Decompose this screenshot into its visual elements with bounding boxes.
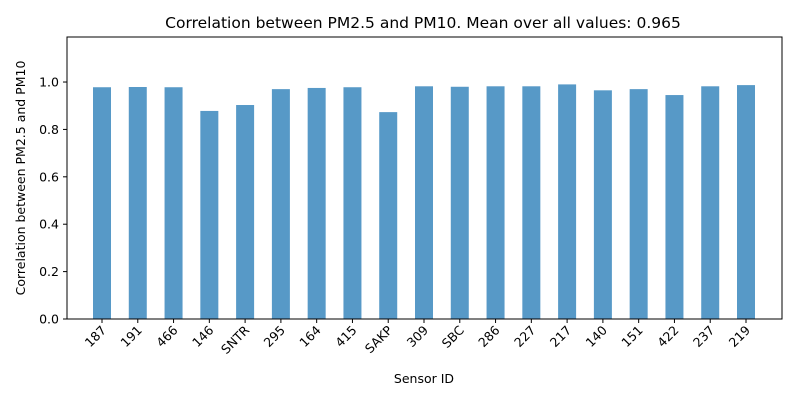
bar-286 bbox=[486, 86, 505, 319]
x-tick-label: 164 bbox=[296, 322, 324, 350]
bar-164 bbox=[307, 87, 326, 319]
x-tick-label: 217 bbox=[547, 323, 574, 350]
x-tick-label: 146 bbox=[189, 322, 217, 350]
bar-217 bbox=[558, 84, 577, 319]
bar-237 bbox=[701, 86, 720, 319]
y-tick-label: 0.2 bbox=[39, 264, 59, 279]
y-tick-label: 0.8 bbox=[39, 122, 59, 137]
y-tick-label: 0.6 bbox=[39, 169, 59, 184]
x-tick-label: SBC bbox=[439, 322, 467, 350]
plot-frame bbox=[66, 36, 783, 320]
bar-SNTR bbox=[236, 105, 255, 319]
x-tick-label: 295 bbox=[261, 323, 288, 350]
x-tick-label: 191 bbox=[117, 323, 144, 350]
x-tick-label: 237 bbox=[690, 323, 717, 350]
y-axis-label: Correlation between PM2.5 and PM10 bbox=[13, 61, 28, 296]
x-tick-label: SNTR bbox=[218, 322, 253, 357]
x-tick-label: 227 bbox=[511, 323, 538, 350]
x-tick-label: 140 bbox=[583, 322, 611, 350]
x-tick-label: 219 bbox=[726, 322, 754, 350]
bar-466 bbox=[164, 87, 183, 320]
x-tick-label: 466 bbox=[153, 322, 181, 350]
bar-295 bbox=[271, 89, 290, 319]
y-axis: 0.0 0.2 0.4 0.6 0.8 1.0 bbox=[39, 75, 67, 327]
chart-title: Correlation between PM2.5 and PM10. Mean… bbox=[165, 14, 681, 32]
bar-SAKP bbox=[379, 112, 398, 320]
bars-group bbox=[93, 84, 755, 320]
x-tick-label: 415 bbox=[332, 323, 359, 350]
x-tick-label: 422 bbox=[654, 323, 681, 350]
bar-151 bbox=[629, 89, 648, 319]
x-tick-label: 187 bbox=[82, 323, 109, 350]
x-tick-label: 286 bbox=[475, 322, 503, 350]
bar-191 bbox=[128, 87, 147, 319]
y-tick-label: 1.0 bbox=[39, 75, 59, 90]
bar-219 bbox=[737, 85, 755, 319]
bar-187 bbox=[93, 87, 111, 320]
bar-422 bbox=[665, 95, 684, 319]
bar-415 bbox=[343, 87, 362, 320]
y-tick-label: 0.0 bbox=[39, 312, 59, 327]
bar-227 bbox=[522, 86, 541, 319]
x-tick-label: 151 bbox=[618, 323, 645, 350]
bar-146 bbox=[200, 110, 219, 320]
x-tick-label: 309 bbox=[404, 322, 432, 350]
x-axis-label: Sensor ID bbox=[394, 371, 454, 386]
bar-SBC bbox=[450, 86, 469, 319]
y-tick-label: 0.4 bbox=[39, 217, 59, 232]
bar-309 bbox=[415, 86, 433, 319]
x-tick-label: SAKP bbox=[362, 322, 396, 356]
x-axis: 187 191 466 146 SNTR 295 164 415 SAKP 309 SBC 286 22… bbox=[82, 319, 754, 357]
bar-140 bbox=[593, 90, 612, 319]
